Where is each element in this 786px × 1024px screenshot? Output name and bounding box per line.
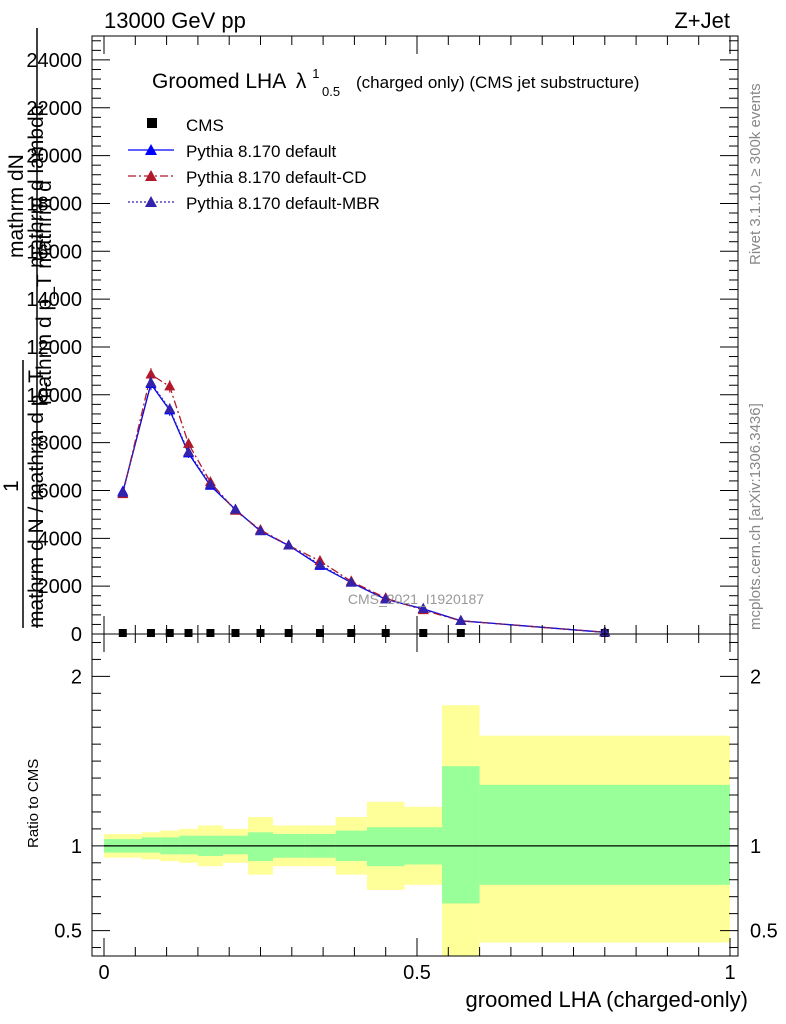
- series-marker-3: [417, 602, 429, 613]
- y-axis-label: mathrm dN mathrm d lambda mathrm d p_T m…: [0, 28, 56, 628]
- cms-data-point: [184, 629, 193, 637]
- process-label: Z+Jet: [674, 8, 730, 33]
- y-label-numerator: mathrm dN: [5, 154, 28, 258]
- green-band-bin: [479, 784, 730, 885]
- series-marker-3: [283, 539, 295, 550]
- chart-title: Groomed LHA λ 1: [152, 66, 320, 93]
- series-marker-3: [145, 376, 157, 387]
- green-band-bin: [247, 832, 274, 862]
- series-marker-2: [183, 437, 195, 448]
- legend-label-default: Pythia 8.170 default: [186, 142, 337, 161]
- main-y-tick-label: 10000: [26, 385, 82, 407]
- main-y-tick-label: 20000: [26, 146, 82, 168]
- x-axis-label: groomed LHA (charged-only): [466, 987, 748, 1012]
- green-band-bin: [179, 835, 198, 855]
- series-marker-3: [183, 446, 195, 457]
- cms-data-point: [231, 629, 240, 637]
- cms-data-point: [146, 629, 155, 637]
- ratio-y-tick-label-right: 1: [750, 836, 761, 858]
- energy-label: 13000 GeV pp: [104, 8, 246, 33]
- mcplots-label: mcplots.cern.ch [arXiv:1306.3436]: [747, 403, 764, 630]
- series-line-2: [122, 373, 605, 633]
- y-label-denominator-c: mathrm d N / mathrm d p_T: [25, 370, 48, 628]
- main-y-tick-label: 8000: [38, 433, 83, 455]
- series-marker-3: [380, 593, 392, 604]
- series-marker-3: [117, 486, 129, 497]
- green-band-bin: [366, 827, 405, 867]
- ratio-y-tick-label-left: 2: [71, 666, 82, 688]
- x-tick-label: 0.5: [403, 962, 431, 984]
- series-marker-3: [345, 576, 357, 587]
- ratio-y-label: Ratio to CMS: [25, 759, 42, 848]
- y-label-denominator-b: 1: [0, 480, 23, 492]
- cms-data-point: [284, 629, 293, 637]
- legend-label-mbr: Pythia 8.170 default-MBR: [186, 194, 380, 213]
- chart-title-subscript: 0.5: [322, 84, 340, 99]
- cms-data-point: [419, 629, 428, 637]
- main-y-tick-label: 14000: [26, 289, 82, 311]
- chart-title-main: Groomed LHA: [152, 70, 286, 93]
- chart-title-suffix: (charged only) (CMS jet substructure): [356, 73, 639, 92]
- cms-data-point: [206, 629, 215, 637]
- chart-title-symbol: λ: [296, 70, 307, 93]
- legend-label-cd: Pythia 8.170 default-CD: [186, 168, 367, 187]
- green-band-bin: [442, 766, 480, 904]
- main-y-tick-label: 6000: [38, 480, 83, 502]
- main-y-tick-label: 22000: [26, 98, 82, 120]
- ratio-y-tick-label-right: 2: [750, 666, 761, 688]
- cms-data-point: [165, 629, 174, 637]
- series-marker-3: [255, 525, 266, 536]
- analysis-watermark: CMS_2021_I1920187: [348, 591, 484, 607]
- green-band-bin: [141, 837, 161, 853]
- series-marker-3: [314, 558, 326, 569]
- legend-marker-default: [145, 144, 157, 155]
- cms-data-point: [456, 629, 465, 637]
- series-marker-3: [455, 614, 467, 625]
- chart-title-superscript: 1: [312, 66, 319, 81]
- main-y-tick-label: 18000: [26, 193, 82, 215]
- cms-data-point: [347, 629, 356, 637]
- series-marker-2: [145, 368, 157, 379]
- main-y-tick-label: 16000: [26, 241, 82, 263]
- cms-data-point: [118, 629, 127, 637]
- legend-marker-mbr: [145, 196, 157, 207]
- main-y-tick-label: 4000: [38, 528, 83, 550]
- main-y-tick-label: 2000: [38, 576, 83, 598]
- series-marker-3: [164, 403, 176, 414]
- x-tick-label: 0: [98, 962, 109, 984]
- series-marker-3: [229, 503, 241, 514]
- cms-data-point: [315, 629, 324, 637]
- ratio-y-tick-label-left: 1: [71, 836, 82, 858]
- main-y-tick-label: 24000: [26, 50, 82, 72]
- series-marker-3: [204, 478, 216, 489]
- main-plot-panel: 0 2000 4000 6000 8000 10000 12000 14000 16000 180…: [0, 28, 739, 646]
- ratio-y-tick-label-left: 0.5: [54, 921, 82, 943]
- series-line-3: [122, 381, 605, 633]
- ratio-y-tick-label-right: 0.5: [750, 921, 778, 943]
- legend-label-cms: CMS: [186, 116, 224, 135]
- green-band-bin: [222, 835, 248, 855]
- legend-marker-cms: [147, 118, 157, 128]
- series-marker-2: [164, 380, 176, 391]
- y-label-denominator-a: mathrm d p_T mathrm d: [33, 180, 56, 405]
- ratio-plot-panel: 0.5 0.5 1 1 2 2 0 0.5 1 Ratio to CMS groomed LHA…: [25, 633, 778, 1012]
- legend-marker-cd: [145, 170, 157, 181]
- x-tick-label: 1: [724, 962, 735, 984]
- main-y-tick-label: 0: [71, 624, 82, 646]
- legend: CMS Pythia 8.170 default Pythia 8.170 de…: [128, 116, 380, 213]
- rivet-label: Rivet 3.1.10, ≥ 300k events: [747, 83, 764, 265]
- main-y-tick-label: 12000: [26, 337, 82, 359]
